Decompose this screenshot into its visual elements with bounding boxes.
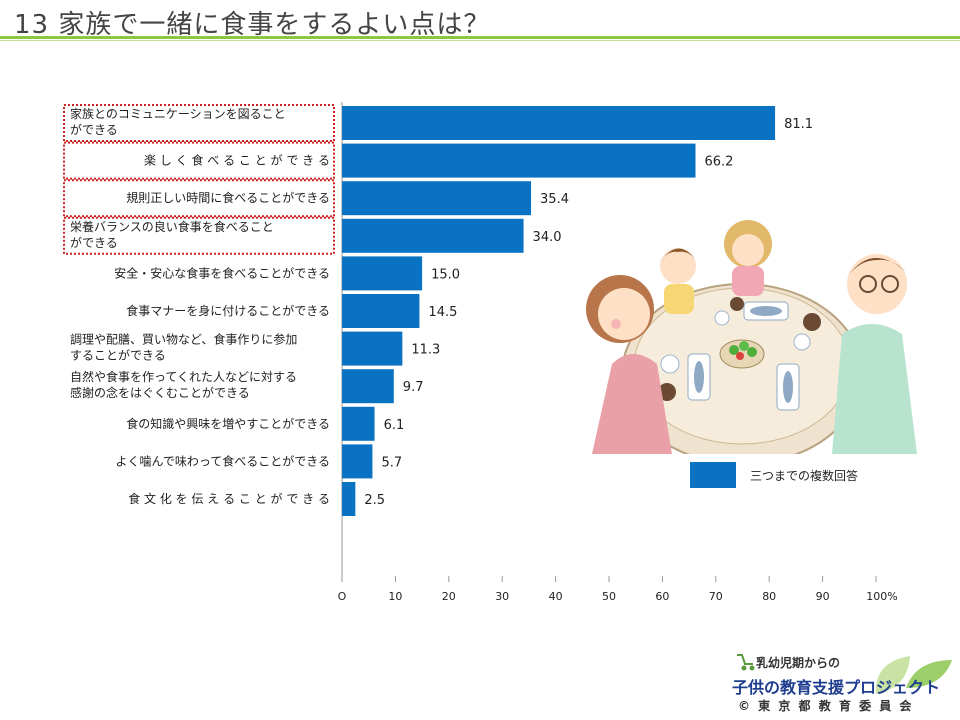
value-label: 34.0 xyxy=(533,230,562,245)
title-underline-thin xyxy=(0,40,960,41)
value-label: 5.7 xyxy=(381,455,402,470)
x-tick-label: 60 xyxy=(655,590,669,603)
x-tick-label: 20 xyxy=(442,590,456,603)
bar xyxy=(342,218,524,253)
category-label: することができる xyxy=(70,348,166,363)
highlight-box xyxy=(63,216,335,255)
chart-legend: 三つまでの複数回答 xyxy=(690,462,858,488)
value-label: 14.5 xyxy=(428,305,457,320)
category-label: 楽 し く 食 べ る こ と が で き る xyxy=(144,153,330,168)
x-tick-label: 50 xyxy=(602,590,616,603)
x-tick-label: O xyxy=(338,590,347,603)
legend-swatch xyxy=(690,462,736,488)
project-logo: 乳幼児期からの 子供の教育支援プロジェクト © 東 京 都 教 育 委 員 会 xyxy=(726,648,956,718)
value-label: 11.3 xyxy=(411,343,440,358)
category-label: 自然や食事を作ってくれた人などに対する xyxy=(70,369,297,384)
value-label: 35.4 xyxy=(540,192,569,207)
bar xyxy=(342,106,776,140)
logo-subtitle: 乳幼児期からの xyxy=(756,656,841,670)
bar xyxy=(342,331,403,366)
category-label: ができる xyxy=(70,235,118,250)
category-label: 栄養バランスの良い食事を食べること xyxy=(70,219,274,234)
bar xyxy=(342,294,420,328)
x-tick-label: 100% xyxy=(866,590,897,603)
highlight-box xyxy=(63,104,335,142)
logo-title: 子供の教育支援プロジェクト xyxy=(732,678,941,697)
value-label: 9.7 xyxy=(403,380,424,395)
x-tick-label: 90 xyxy=(816,590,830,603)
category-label: 家族とのコミュニケーションを図ること xyxy=(70,106,286,121)
category-label: 食の知識や興味を増やすことができる xyxy=(126,416,330,431)
bar xyxy=(342,406,375,441)
title-underline xyxy=(0,36,960,39)
value-label: 81.1 xyxy=(784,117,813,132)
category-label: 安全・安心な食事を食べることができる xyxy=(114,265,330,280)
page-title: 13 家族で一緒に食事をするよい点は？ xyxy=(14,10,491,40)
x-tick-label: 80 xyxy=(762,590,776,603)
x-tick-label: 30 xyxy=(495,590,509,603)
x-tick-label: 40 xyxy=(549,590,563,603)
bar xyxy=(342,482,356,516)
bar xyxy=(342,256,423,291)
value-label: 15.0 xyxy=(431,267,460,282)
category-label: ができる xyxy=(70,122,118,137)
bar xyxy=(342,143,696,178)
logo-organization: © 東 京 都 教 育 委 員 会 xyxy=(738,699,914,713)
category-label: 調理や配膳、買い物など、食事作りに参加 xyxy=(70,332,297,347)
highlight-box xyxy=(63,179,335,218)
bar xyxy=(342,181,532,216)
legend-label: 三つまでの複数回答 xyxy=(750,468,859,483)
category-label: 食事マナーを身に付けることができる xyxy=(126,303,330,318)
category-label: 規則正しい時間に食べることができる xyxy=(126,190,330,205)
x-tick-label: 10 xyxy=(388,590,402,603)
stroller-icon xyxy=(737,654,755,671)
category-label: よく噛んで味わって食べることができる xyxy=(115,453,330,468)
category-label: 感謝の念をはぐくむことができる xyxy=(70,385,250,400)
category-label: 食 文 化 を 伝 え る こ と が で き る xyxy=(128,491,330,506)
bar xyxy=(342,444,373,479)
value-label: 66.2 xyxy=(705,155,734,170)
value-label: 2.5 xyxy=(364,493,385,508)
family-meal-illustration xyxy=(586,220,917,454)
x-tick-label: 70 xyxy=(709,590,723,603)
bar-chart: O 10 20 30 40 50 60 70 80 90 100% 81.1 家族とのコミュニケーション… xyxy=(63,102,898,603)
bar xyxy=(342,369,394,404)
highlight-box xyxy=(63,141,335,180)
leaf-icon xyxy=(875,656,952,694)
value-label: 6.1 xyxy=(384,418,405,433)
